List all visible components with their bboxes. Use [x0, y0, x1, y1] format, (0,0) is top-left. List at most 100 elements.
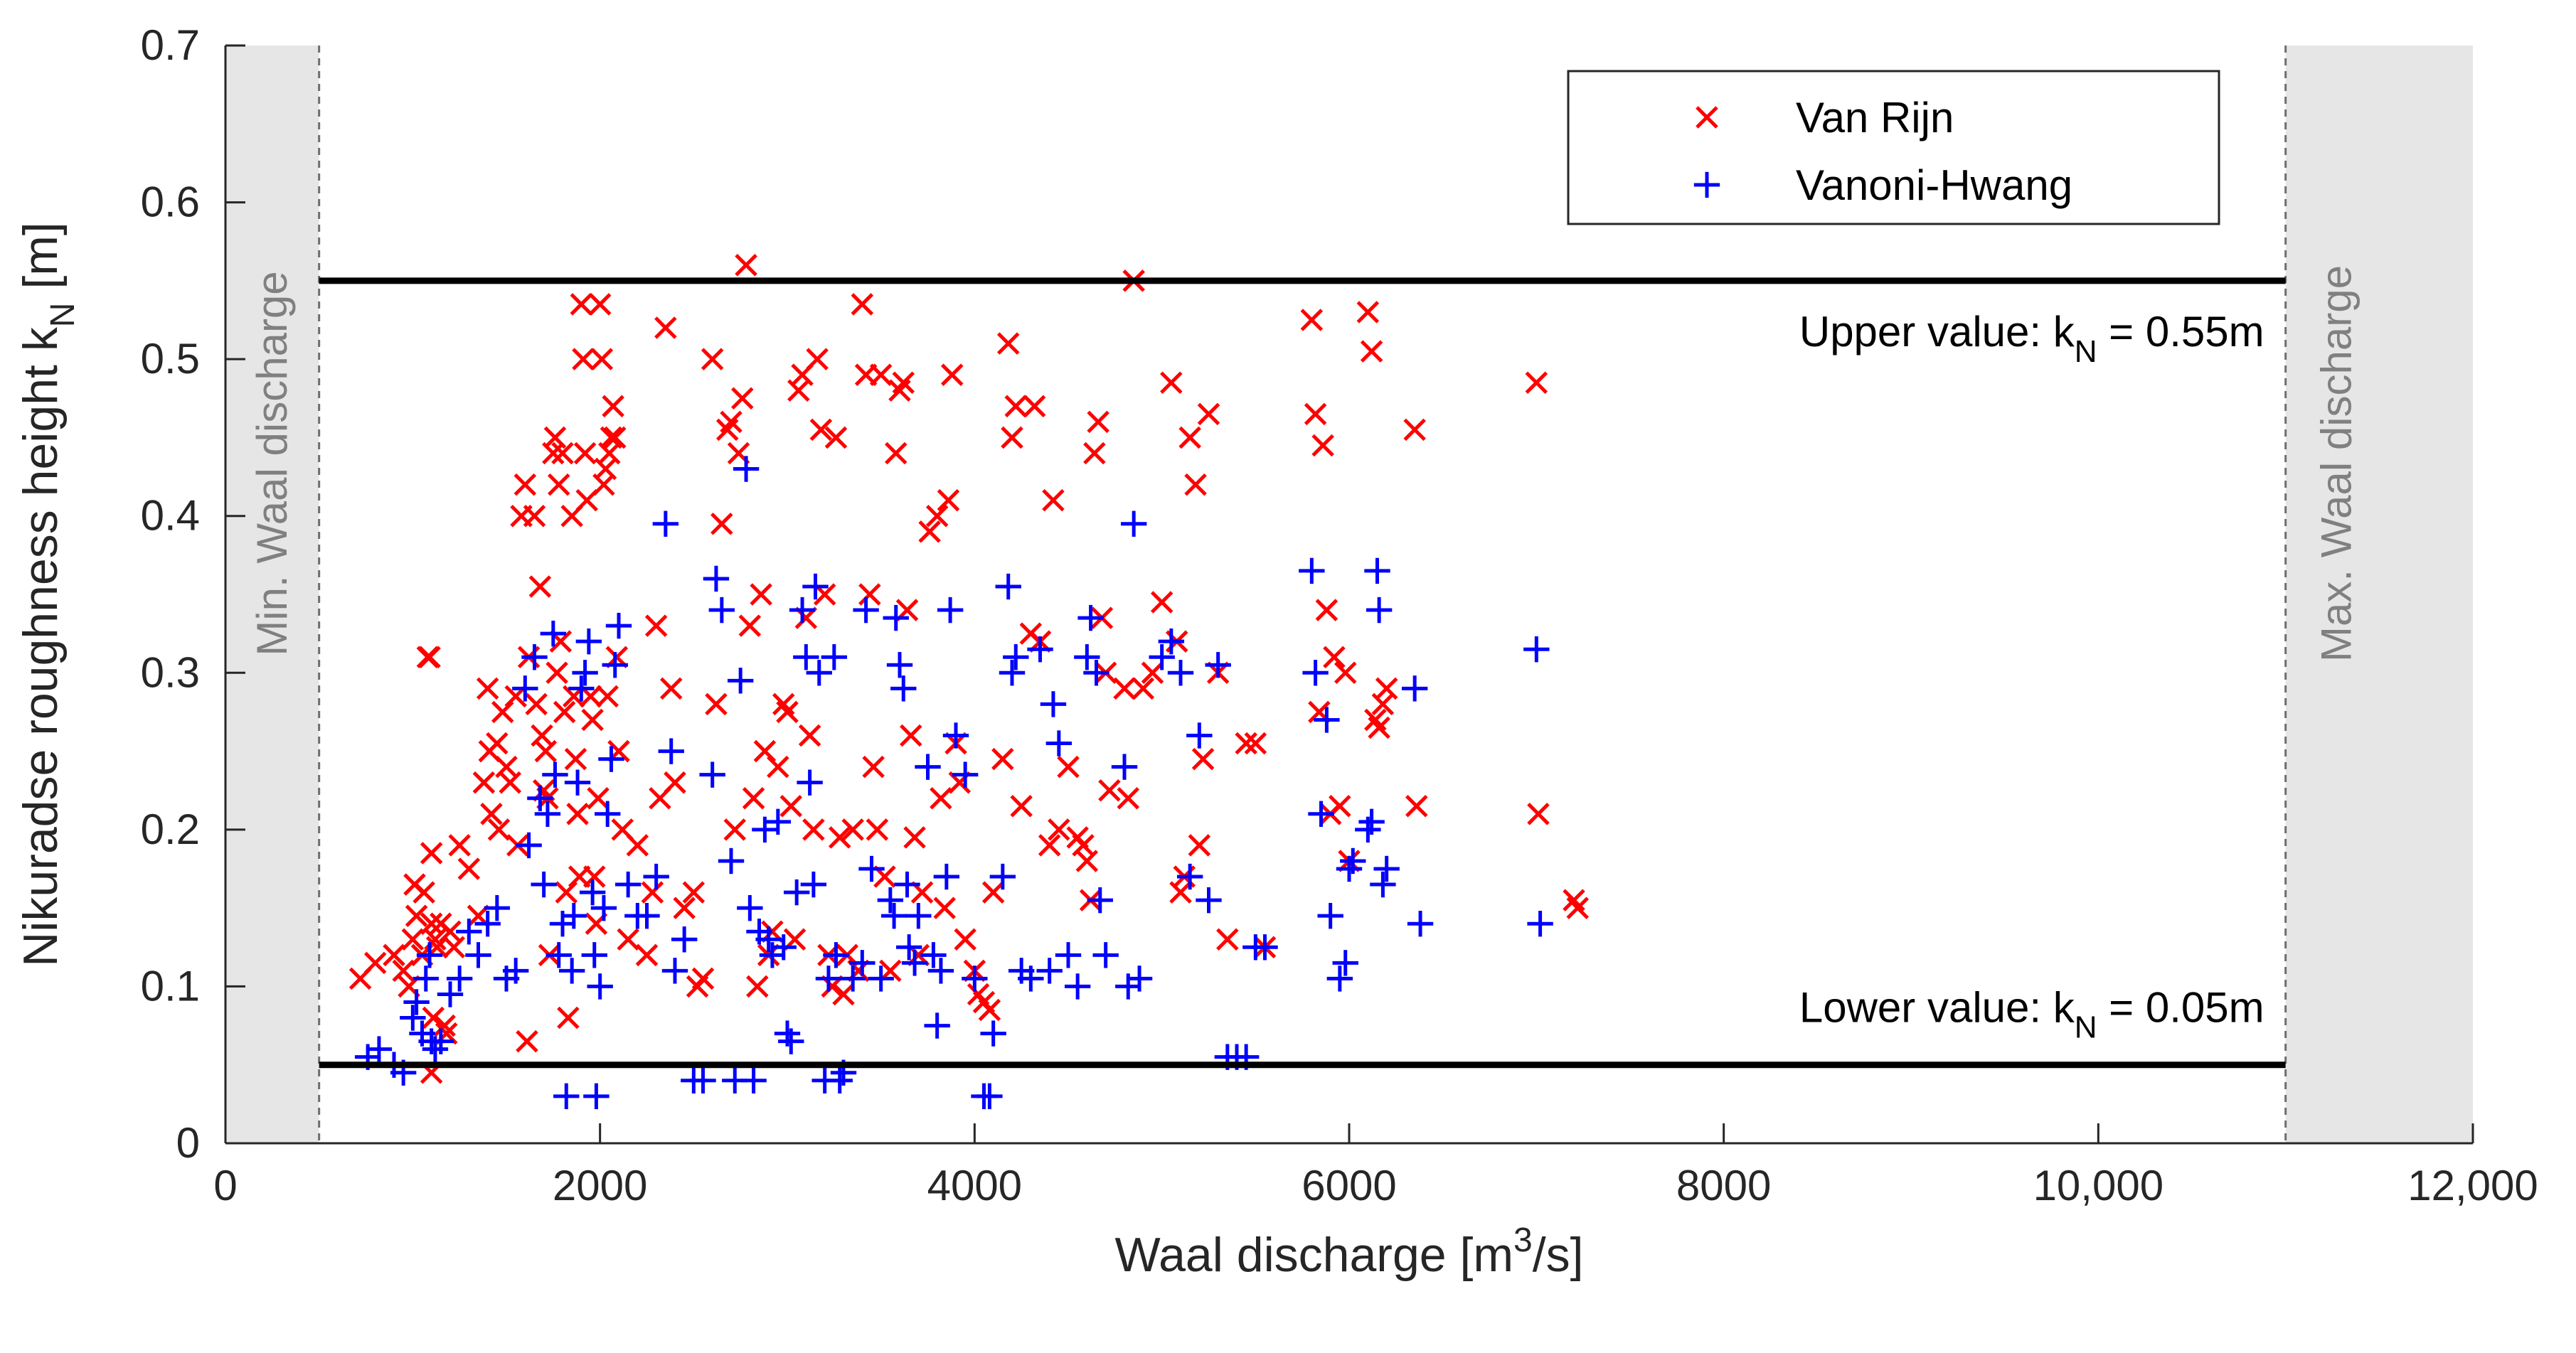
van-rijn-point	[1188, 834, 1211, 857]
vanoni-hwang-point	[962, 966, 988, 992]
vanoni-hwang-point	[553, 1083, 580, 1110]
legend-label-van-rijn: Van Rijn	[1796, 94, 1954, 141]
van-rijn-point	[832, 983, 855, 1006]
upper-value-label: Upper value: kN = 0.55m	[1799, 308, 2264, 369]
vanoni-hwang-point	[1302, 660, 1329, 686]
van-rijn-point	[851, 293, 874, 316]
vanoni-hwang-point	[605, 612, 632, 639]
van-rijn-point	[1075, 850, 1099, 872]
upper-value-label-sub: N	[2075, 334, 2097, 369]
van-rijn-point	[418, 646, 441, 668]
vanoni-hwang-point	[400, 1005, 426, 1031]
van-rijn-point	[884, 442, 908, 465]
van-rijn-point	[401, 928, 425, 951]
van-rijn-point	[1083, 442, 1106, 465]
vanoni-hwang-point	[708, 597, 735, 624]
y-axis-label: Nikuradse roughness height kN [m]	[14, 222, 82, 967]
axes: 0 2000 4000 6000 8000 10,000 12,000 0 0.1 0.2 0.3 0…	[141, 21, 2538, 1209]
vanoni-hwang-point	[901, 950, 928, 976]
van-rijn-point	[555, 881, 578, 904]
van-rijn-point	[753, 739, 777, 763]
legend-marker-vanoni-hwang	[1693, 171, 1720, 198]
vanoni-hwang-point	[416, 942, 443, 968]
van-rijn-point	[405, 904, 428, 927]
van-rijn-point	[635, 943, 659, 967]
van-rijn-point	[723, 818, 747, 841]
vanoni-hwang-point	[1340, 847, 1366, 875]
van-rijn-point	[457, 857, 481, 880]
van-rijn-point	[1048, 818, 1070, 841]
van-rijn-point	[528, 575, 552, 598]
series-layer	[348, 254, 1590, 1110]
vanoni-hwang-point	[800, 871, 827, 898]
van-rijn-point	[735, 254, 757, 277]
vanoni-hwang-point	[1358, 808, 1385, 835]
van-rijn-point	[553, 700, 576, 724]
van-rijn-point	[1405, 795, 1428, 818]
van-rijn-point	[1141, 661, 1164, 685]
van-rijn-point	[1527, 803, 1550, 825]
vanoni-hwang-point	[740, 1067, 767, 1093]
vanoni-hwang-point	[427, 1028, 454, 1054]
vanoni-hwang-point	[661, 958, 688, 984]
vanoni-hwang-point	[540, 620, 567, 647]
vanoni-hwang-point	[915, 754, 941, 780]
van-rijn-point	[1184, 473, 1207, 496]
vanoni-hwang-point	[516, 832, 542, 859]
van-rijn-point	[866, 818, 889, 841]
van-rijn-point	[1038, 834, 1061, 857]
vanoni-hwang-point	[1158, 628, 1185, 655]
van-rijn-point	[940, 363, 964, 386]
x-axis-label-sup: 3	[1513, 1221, 1533, 1259]
van-rijn-point	[1023, 395, 1046, 418]
van-rijn-point	[487, 818, 511, 841]
max-discharge-band	[2285, 46, 2473, 1143]
van-rijn-point	[480, 803, 503, 825]
vanoni-hwang-point	[1364, 557, 1390, 584]
legend-box	[1567, 70, 2220, 225]
y-axis-label-end: [m]	[14, 222, 68, 302]
van-rijn-point	[954, 928, 976, 951]
van-rijn-point	[1001, 426, 1023, 449]
legend-marker-van-rijn	[1696, 106, 1718, 129]
vanoni-hwang-point	[1040, 691, 1067, 717]
van-rijn-point	[710, 512, 733, 535]
van-rijn-point	[981, 881, 1005, 904]
vanoni-hwang-point	[542, 761, 568, 788]
vanoni-hwang-point	[583, 1083, 610, 1110]
x-axis-label-end: /s]	[1533, 1228, 1584, 1282]
upper-value-label-post: = 0.55m	[2097, 308, 2264, 355]
van-rijn-point	[664, 771, 686, 794]
x-tick-label: 12,000	[2407, 1162, 2538, 1209]
van-rijn-point	[659, 677, 683, 700]
y-tick-label: 0.1	[141, 962, 200, 1010]
van-rijn-point	[673, 897, 696, 919]
vanoni-hwang-point	[572, 660, 598, 686]
vanoni-hwang-point	[1055, 942, 1082, 968]
van-rijn-point	[596, 685, 619, 708]
van-rijn-point	[991, 747, 1014, 771]
vanoni-hwang-point	[789, 597, 816, 624]
van-rijn-point	[525, 692, 548, 716]
van-rijn-point	[1197, 402, 1220, 426]
vanoni-hwang-point	[558, 958, 585, 984]
vanoni-hwang-point	[1196, 887, 1222, 914]
van-rijn-point	[1113, 677, 1136, 700]
lower-value-label: Lower value: kN = 0.05m	[1799, 984, 2264, 1045]
vanoni-hwang-point	[581, 942, 607, 968]
vanoni-hwang-point	[976, 1083, 1003, 1110]
vanoni-hwang-point	[527, 785, 553, 811]
vanoni-hwang-point	[783, 879, 810, 906]
vanoni-hwang-point	[853, 597, 879, 624]
vanoni-hwang-point	[1126, 966, 1153, 992]
lower-value-label-pre: Lower value: k	[1799, 984, 2075, 1032]
vanoni-hwang-point	[568, 675, 595, 702]
van-rijn-point	[570, 293, 593, 316]
van-rijn-point	[486, 732, 509, 755]
vanoni-hwang-point	[1407, 911, 1434, 937]
van-rijn-point	[1375, 677, 1398, 700]
van-rijn-point	[1132, 677, 1155, 700]
vanoni-hwang-point	[806, 660, 832, 686]
x-tick-label: 10,000	[2033, 1162, 2164, 1209]
vanoni-hwang-point	[1527, 911, 1553, 937]
